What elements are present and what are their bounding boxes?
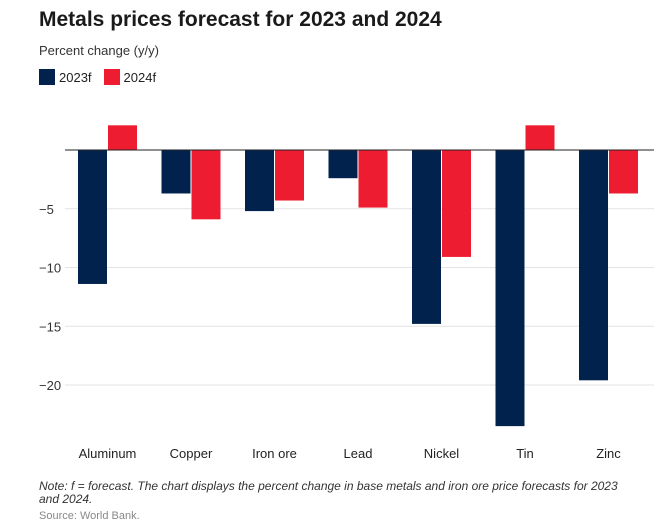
bar-chart: −5 −10 −15 −20 Aluminum Copper Iron ore Lead Nic… [39,125,654,461]
x-category-label: Nickel [424,446,460,461]
bar-2024f-copper [191,150,221,220]
x-category-label: Zinc [596,446,621,461]
y-tick-label: −20 [39,378,61,393]
bar-2023f-tin [495,150,525,427]
x-category-label: Tin [516,446,534,461]
bar-2024f-iron-ore [275,150,304,201]
bar-2023f-nickel [412,150,441,324]
legend-swatch-2023f [39,69,55,85]
y-tick-label: −15 [39,319,61,334]
x-category-label: Lead [344,446,373,461]
bar-2024f-nickel [442,150,471,257]
y-tick-label: −10 [39,261,61,276]
bar-2024f-tin [525,125,555,150]
y-tick-label: −5 [39,202,54,217]
bar-2024f-aluminum [108,125,137,150]
chart-subtitle: Percent change (y/y) [39,43,159,58]
chart-source: Source: World Bank. [39,510,140,522]
chart-title: Metals prices forecast for 2023 and 2024 [39,8,442,31]
bar-2023f-iron-ore [245,150,274,212]
bar-2023f-copper [161,150,191,194]
chart-note: Note: f = forecast. The chart displays t… [39,479,618,506]
legend-item-2024f: 2024f [103,69,157,85]
bar-2024f-lead [358,150,388,208]
legend-label-2024f: 2024f [123,69,157,85]
x-category-label: Copper [170,446,213,461]
bar-2023f-zinc [579,150,608,381]
bar-2023f-aluminum [78,150,107,284]
legend-swatch-2024f [103,69,120,85]
x-category-label: Aluminum [79,446,137,461]
bar-2023f-lead [328,150,358,179]
legend-item-2023f: 2023f [39,69,92,85]
x-category-label: Iron ore [252,446,297,461]
bar-2024f-zinc [609,150,638,194]
legend: 2023f 2024f [39,69,168,85]
legend-label-2023f: 2023f [59,69,92,85]
